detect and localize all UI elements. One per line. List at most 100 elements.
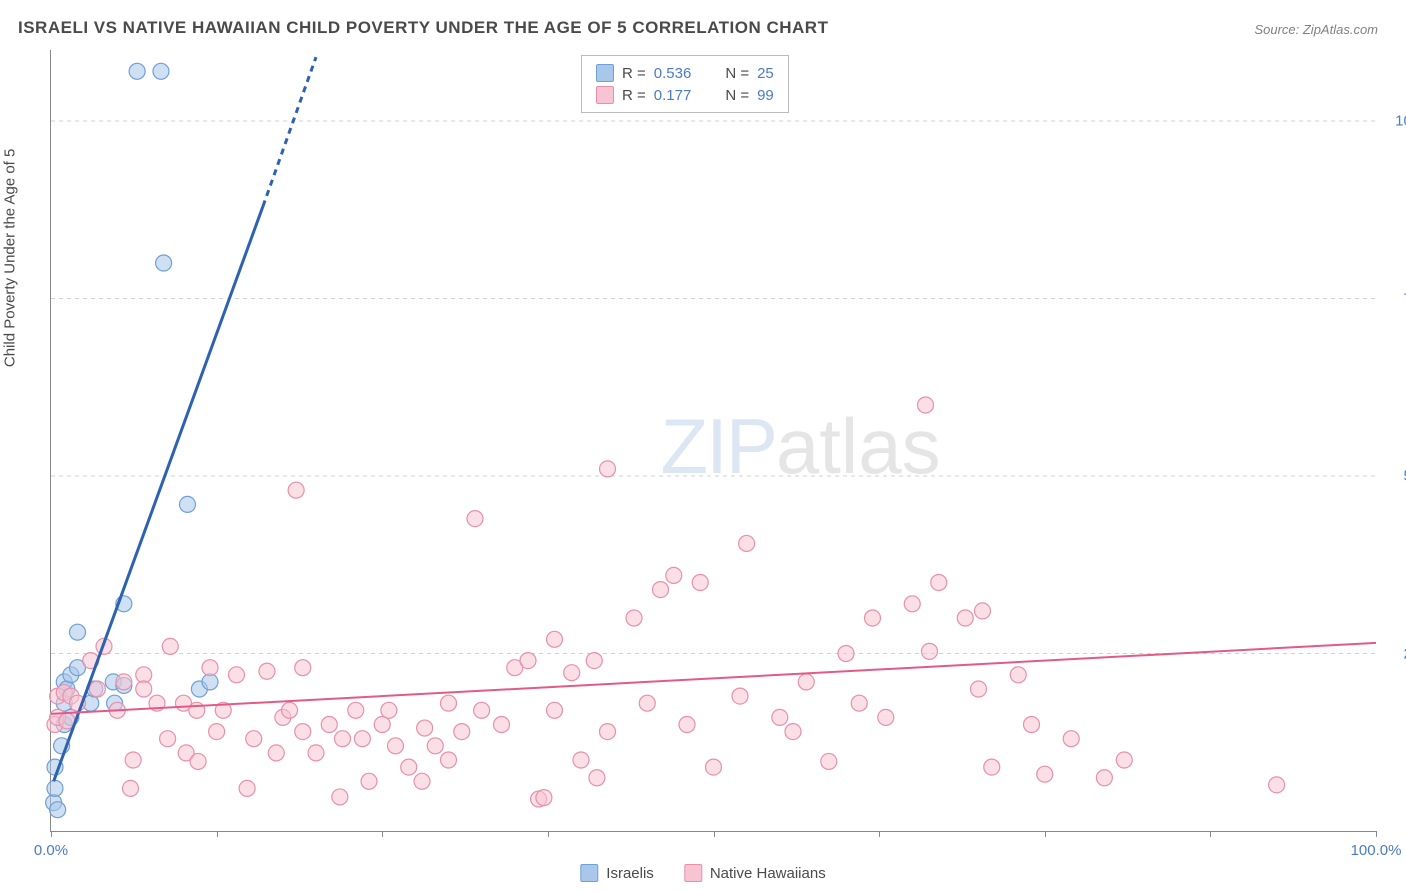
x-tick-label: 0.0%: [34, 842, 68, 859]
data-point: [984, 759, 1000, 775]
data-point: [921, 643, 937, 659]
data-point: [1024, 717, 1040, 733]
data-point: [520, 653, 536, 669]
r-value-2: 0.177: [654, 87, 692, 104]
data-point: [536, 790, 552, 806]
data-point: [739, 535, 755, 551]
data-point: [156, 255, 172, 271]
data-point: [268, 745, 284, 761]
y-tick-label: 25.0%: [1386, 645, 1406, 662]
data-point: [401, 759, 417, 775]
y-tick-label: 100.0%: [1386, 113, 1406, 130]
data-point: [904, 596, 920, 612]
data-point: [441, 695, 457, 711]
stats-row-hawaiians: R = 0.177 N = 99: [596, 84, 774, 106]
data-point: [865, 610, 881, 626]
data-point: [1037, 766, 1053, 782]
data-point: [679, 717, 695, 733]
y-axis-label: Child Poverty Under the Age of 5: [2, 149, 19, 367]
n-label-2: N =: [725, 87, 749, 104]
data-point: [282, 702, 298, 718]
legend-item-israelis: Israelis: [580, 864, 654, 882]
x-tick-label: 100.0%: [1351, 842, 1402, 859]
data-point: [564, 665, 580, 681]
data-point: [321, 717, 337, 733]
data-point: [851, 695, 867, 711]
data-point: [653, 582, 669, 598]
data-point: [441, 752, 457, 768]
data-point: [547, 702, 563, 718]
data-point: [125, 752, 141, 768]
chart-container: ISRAELI VS NATIVE HAWAIIAN CHILD POVERTY…: [0, 0, 1406, 892]
legend-label-israelis: Israelis: [606, 865, 654, 882]
legend-swatch-israelis: [580, 864, 598, 882]
data-point: [1010, 667, 1026, 683]
data-point: [361, 773, 377, 789]
swatch-hawaiians: [596, 86, 614, 104]
data-point: [454, 724, 470, 740]
data-point: [308, 745, 324, 761]
data-point: [1063, 731, 1079, 747]
data-point: [974, 603, 990, 619]
legend-swatch-hawaiians: [684, 864, 702, 882]
data-point: [931, 575, 947, 591]
data-point: [209, 724, 225, 740]
data-point: [878, 709, 894, 725]
data-point: [246, 731, 262, 747]
data-point: [417, 720, 433, 736]
data-point: [190, 753, 206, 769]
bottom-legend: Israelis Native Hawaiians: [580, 864, 825, 882]
data-point: [239, 780, 255, 796]
data-point: [295, 660, 311, 676]
data-point: [798, 674, 814, 690]
data-point: [89, 681, 105, 697]
data-point: [732, 688, 748, 704]
data-point: [160, 731, 176, 747]
data-point: [1096, 770, 1112, 786]
stats-legend-box: R = 0.536 N = 25 R = 0.177 N = 99: [581, 55, 789, 113]
data-point: [348, 702, 364, 718]
trend-line: [51, 643, 1376, 714]
legend-label-hawaiians: Native Hawaiians: [710, 865, 826, 882]
swatch-israelis: [596, 64, 614, 82]
r-value-1: 0.536: [654, 65, 692, 82]
r-label-1: R =: [622, 65, 646, 82]
data-point: [47, 780, 63, 796]
data-point: [374, 717, 390, 733]
n-value-1: 25: [757, 65, 774, 82]
data-point: [354, 731, 370, 747]
data-point: [414, 773, 430, 789]
data-point: [573, 752, 589, 768]
data-point: [1269, 777, 1285, 793]
y-tick-label: 50.0%: [1386, 468, 1406, 485]
data-point: [70, 624, 86, 640]
data-point: [474, 702, 490, 718]
data-point: [957, 610, 973, 626]
trend-line-dashed: [263, 57, 316, 206]
data-point: [666, 567, 682, 583]
data-point: [153, 63, 169, 79]
data-point: [116, 674, 132, 690]
stats-row-israelis: R = 0.536 N = 25: [596, 62, 774, 84]
data-point: [772, 709, 788, 725]
data-point: [1116, 752, 1132, 768]
data-point: [692, 575, 708, 591]
data-point: [547, 631, 563, 647]
data-point: [50, 802, 66, 818]
data-point: [229, 667, 245, 683]
data-point: [123, 780, 139, 796]
data-point: [162, 638, 178, 654]
data-point: [971, 681, 987, 697]
data-point: [335, 731, 351, 747]
data-point: [202, 660, 218, 676]
chart-title: ISRAELI VS NATIVE HAWAIIAN CHILD POVERTY…: [18, 18, 828, 38]
n-label-1: N =: [725, 65, 749, 82]
r-label-2: R =: [622, 87, 646, 104]
data-point: [600, 724, 616, 740]
data-point: [202, 674, 218, 690]
plot-area: 25.0%50.0%75.0%100.0% 0.0%100.0% R = 0.5…: [50, 50, 1376, 832]
data-point: [288, 482, 304, 498]
data-point: [626, 610, 642, 626]
data-point: [259, 663, 275, 679]
data-point: [189, 702, 205, 718]
